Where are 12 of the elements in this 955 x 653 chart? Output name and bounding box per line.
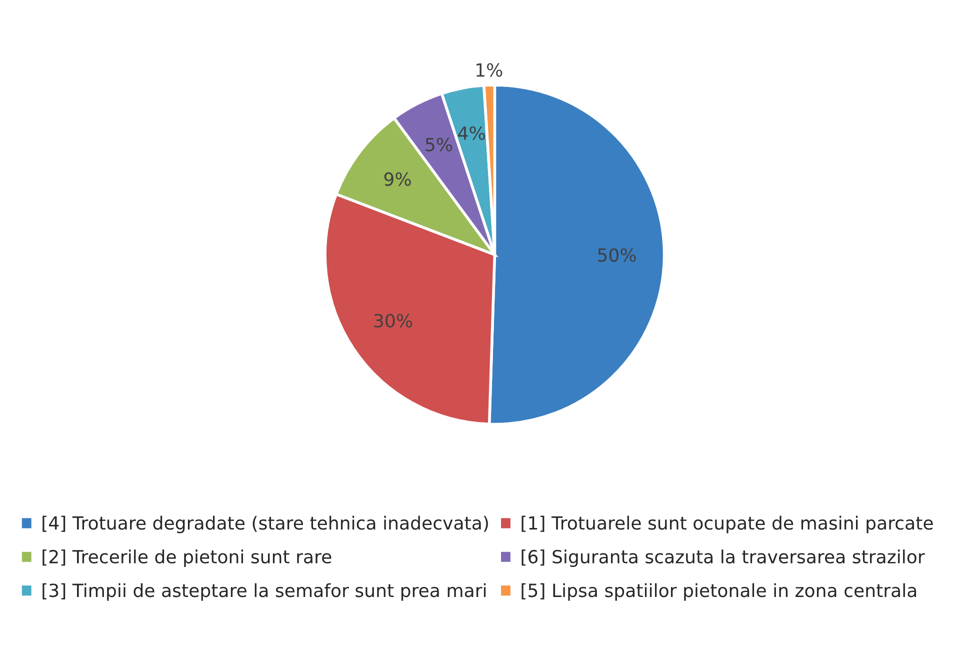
- data-label: 50%: [598, 248, 636, 262]
- legend-label: [2] Trecerile de pietoni sunt rare: [42, 550, 332, 567]
- data-label: 5%: [426, 138, 452, 152]
- legend-label: [6] Siguranta scazuta la traversarea strazilor: [522, 550, 925, 567]
- legend-label: [1] Trotuarele sunt ocupate de masini parcate: [522, 516, 933, 534]
- data-label: 30%: [374, 314, 412, 328]
- data-label: 9%: [384, 172, 411, 186]
- legend-label: [3] Timpii de asteptare la semafor sunt prea mari: [42, 583, 486, 601]
- data-label: 4%: [458, 126, 485, 140]
- data-label: 1%: [476, 63, 502, 77]
- legend-label: [4] Trotuare degradate (stare tehnica inadecvata): [42, 516, 488, 534]
- legend-label: [5] Lipsa spatiilor pietonale in zona centrala: [522, 583, 916, 601]
